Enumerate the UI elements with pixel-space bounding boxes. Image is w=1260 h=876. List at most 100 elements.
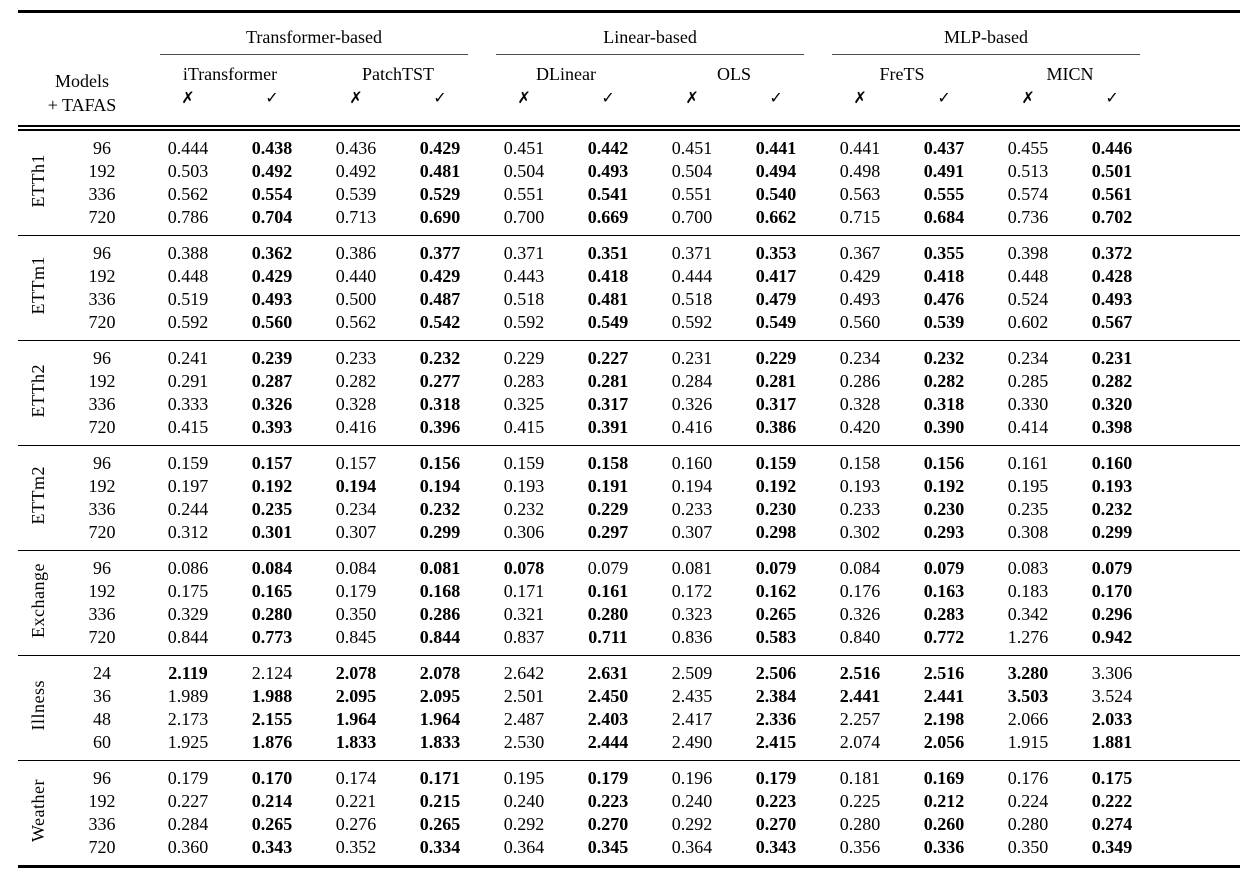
value-cell: 0.541 — [587, 184, 629, 204]
value-cell: 0.494 — [755, 161, 797, 181]
value-cell: 2.095 — [419, 686, 461, 706]
value-cell: 0.171 — [503, 581, 545, 601]
value-cell: 0.172 — [671, 581, 713, 601]
value-cell: 0.239 — [251, 348, 293, 368]
value-cell: 0.845 — [335, 627, 377, 647]
value-cell: 0.084 — [335, 558, 377, 578]
table-row: 336 0.562 0.554 0.539 0.529 0.551 0.541 0.551 0.… — [18, 183, 1240, 206]
value-cell: 0.176 — [1007, 768, 1049, 788]
value-cell: 0.318 — [923, 394, 965, 414]
value-cell: 0.551 — [503, 184, 545, 204]
value-cell: 0.325 — [503, 394, 545, 414]
spacer-cell — [1154, 626, 1240, 656]
value-cell: 2.516 — [839, 663, 881, 683]
value-cell: 0.539 — [335, 184, 377, 204]
value-cell: 2.530 — [503, 732, 545, 752]
value-cell: 0.308 — [1007, 522, 1049, 542]
spacer-cell — [1154, 475, 1240, 498]
value-cell: 0.301 — [251, 522, 293, 542]
value-cell: 3.503 — [1007, 686, 1049, 706]
value-cell: 0.280 — [251, 604, 293, 624]
value-cell: 0.493 — [1091, 289, 1133, 309]
value-cell: 0.345 — [587, 837, 629, 857]
dataset-section-etth2: ETTh2 96 0.241 0.239 0.233 0.232 0.229 0.227 0.2… — [18, 340, 1241, 446]
value-cell: 0.174 — [335, 768, 377, 788]
horizon-cell: 96 — [93, 768, 111, 788]
value-cell: 0.772 — [923, 627, 965, 647]
value-cell: 0.356 — [839, 837, 881, 857]
horizon-cell: 192 — [88, 371, 116, 391]
value-cell: 0.234 — [335, 499, 377, 519]
dataset-label-text: ETTm2 — [28, 466, 48, 525]
value-cell: 0.415 — [503, 417, 545, 437]
value-cell: 0.503 — [167, 161, 209, 181]
value-cell: 1.276 — [1007, 627, 1049, 647]
table-row: 192 0.291 0.287 0.282 0.277 0.283 0.281 0.284 0.… — [18, 370, 1240, 393]
spacer-cell — [1154, 370, 1240, 393]
value-cell: 0.429 — [839, 266, 881, 286]
model-label-micn: MICN — [1046, 64, 1094, 84]
spacer-cell — [1154, 265, 1240, 288]
value-cell: 0.078 — [503, 558, 545, 578]
value-cell: 0.429 — [419, 138, 461, 158]
value-cell: 0.281 — [755, 371, 797, 391]
value-cell: 0.353 — [755, 243, 797, 263]
table-row: 192 0.175 0.165 0.179 0.168 0.171 0.161 0.172 0.… — [18, 580, 1240, 603]
value-cell: 0.231 — [671, 348, 713, 368]
value-cell: 0.713 — [335, 207, 377, 227]
spacer-cell — [1154, 416, 1240, 446]
value-cell: 0.296 — [1091, 604, 1133, 624]
value-cell: 0.227 — [167, 791, 209, 811]
value-cell: 0.415 — [167, 417, 209, 437]
model-header-row: Models + TAFAS iTransformer PatchTST DLi… — [18, 55, 1240, 115]
value-cell: 2.642 — [503, 663, 545, 683]
value-cell: 0.299 — [1091, 522, 1133, 542]
horizon-cell: 336 — [88, 394, 116, 414]
value-cell: 0.429 — [251, 266, 293, 286]
horizon-cell: 336 — [88, 184, 116, 204]
value-cell: 0.567 — [1091, 312, 1133, 332]
spacer-cell — [1154, 206, 1240, 236]
value-cell: 0.224 — [1007, 791, 1049, 811]
value-cell: 0.540 — [755, 184, 797, 204]
horizon-cell: 720 — [88, 417, 116, 437]
value-cell: 0.175 — [167, 581, 209, 601]
value-cell: 0.286 — [419, 604, 461, 624]
cross-icon: ✗ — [181, 88, 195, 107]
spacer-cell — [1154, 521, 1240, 551]
value-cell: 2.509 — [671, 663, 713, 683]
value-cell: 0.555 — [923, 184, 965, 204]
group-label: Linear-based — [496, 23, 805, 55]
value-cell: 0.428 — [1091, 266, 1133, 286]
value-cell: 2.435 — [671, 686, 713, 706]
horizon-cell: 192 — [88, 791, 116, 811]
spacer-cell — [1154, 836, 1240, 867]
value-cell: 0.420 — [839, 417, 881, 437]
value-cell: 0.233 — [671, 499, 713, 519]
value-cell: 2.095 — [335, 686, 377, 706]
spacer-cell — [1154, 183, 1240, 206]
value-cell: 0.441 — [839, 138, 881, 158]
value-cell: 0.493 — [251, 289, 293, 309]
value-cell: 0.230 — [755, 499, 797, 519]
value-cell: 0.350 — [335, 604, 377, 624]
value-cell: 0.179 — [587, 768, 629, 788]
value-cell: 0.398 — [1091, 417, 1133, 437]
value-cell: 0.179 — [167, 768, 209, 788]
value-cell: 0.398 — [1007, 243, 1049, 263]
cross-icon: ✗ — [853, 88, 867, 107]
value-cell: 0.414 — [1007, 417, 1049, 437]
spacer-cell — [1154, 656, 1240, 686]
value-cell: 0.364 — [671, 837, 713, 857]
value-cell: 0.561 — [1091, 184, 1133, 204]
value-cell: 0.181 — [839, 768, 881, 788]
value-cell: 0.194 — [671, 476, 713, 496]
spacer-cell — [1154, 708, 1240, 731]
value-cell: 0.492 — [251, 161, 293, 181]
value-cell: 0.293 — [923, 522, 965, 542]
value-cell: 0.299 — [419, 522, 461, 542]
value-cell: 0.157 — [335, 453, 377, 473]
value-cell: 0.221 — [335, 791, 377, 811]
value-cell: 0.193 — [839, 476, 881, 496]
value-cell: 0.417 — [755, 266, 797, 286]
